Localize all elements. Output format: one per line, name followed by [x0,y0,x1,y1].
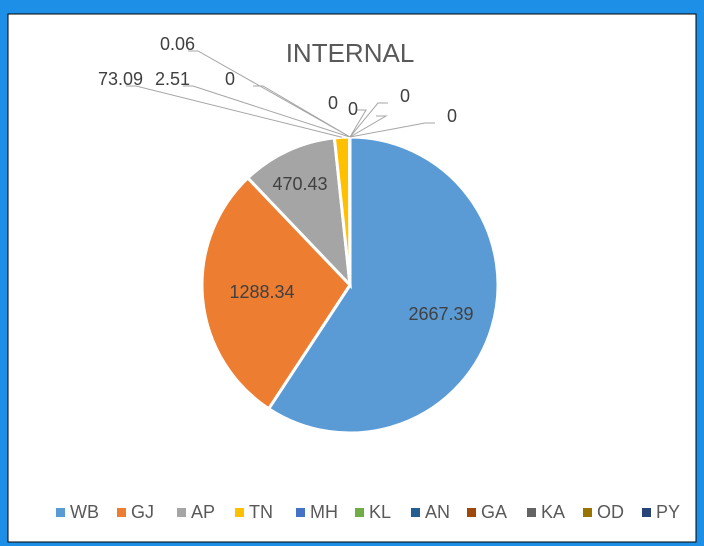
legend-swatch [583,508,592,517]
legend-swatch [296,508,305,517]
legend-label: MH [310,502,338,522]
legend-swatch [467,508,476,517]
leader-line [253,85,351,138]
legend-swatch [235,508,244,517]
legend-label: AN [425,502,450,522]
legend-swatch [177,508,186,517]
legend-label: KL [369,502,391,522]
leader-line [126,85,343,138]
legend-label: PY [656,502,680,522]
pie-slice [266,135,500,435]
legend-swatch [642,508,651,517]
legend-label: AP [191,502,215,522]
pie-slice [200,175,352,411]
data-label: 1288.34 [229,282,294,302]
leader-line [188,50,351,138]
legend-swatch [411,508,420,517]
legend-label: WB [70,502,99,522]
pie-slice [245,136,352,290]
data-label: 0 [400,86,410,106]
data-label: 470.43 [272,174,327,194]
data-label: 0 [447,106,457,126]
leader-line [183,85,350,138]
leader-line [349,102,388,138]
legend-swatch [355,508,364,517]
legend-swatch [527,508,536,517]
legend-swatch [56,508,65,517]
leader-line [349,109,367,138]
data-label: 0 [328,93,338,113]
data-label: 73.09 [98,69,143,89]
legend-label: GA [481,502,507,522]
data-label: 0.06 [160,34,195,54]
data-label: 2.51 [155,69,190,89]
data-label: 0 [225,69,235,89]
data-label: 2667.39 [408,304,473,324]
legend-swatch [117,508,126,517]
leader-line [349,115,388,138]
data-label: 0 [348,99,358,119]
legend-label: KA [541,502,565,522]
legend-label: GJ [131,502,154,522]
leader-line [349,122,435,138]
legend-label: OD [597,502,624,522]
legend-label: TN [249,502,273,522]
chart-title: INTERNAL [286,38,415,68]
